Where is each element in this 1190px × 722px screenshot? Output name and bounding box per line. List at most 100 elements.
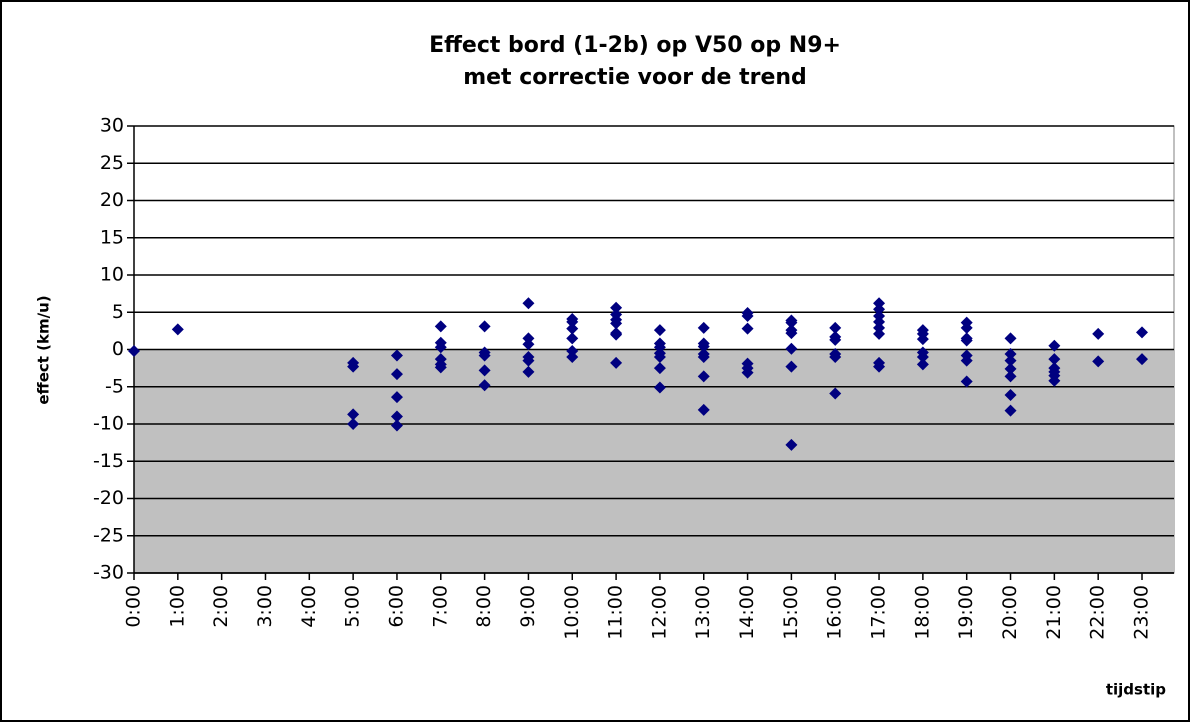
data-point: [610, 328, 623, 341]
data-point: [1004, 354, 1017, 367]
x-tick-label: 6:00: [385, 585, 407, 628]
data-point: [1136, 353, 1149, 366]
data-point: [1004, 332, 1017, 345]
x-tick-label: 8:00: [473, 585, 495, 628]
x-tick-label: 2:00: [210, 585, 232, 628]
y-tick-label: -30: [93, 562, 124, 584]
data-point: [478, 320, 491, 333]
data-point: [390, 419, 403, 432]
data-point: [785, 342, 798, 355]
data-point: [566, 315, 579, 328]
data-point: [1004, 362, 1017, 375]
data-point: [390, 410, 403, 423]
data-point: [522, 354, 535, 367]
data-point: [347, 360, 360, 373]
y-tick-label: 20: [100, 189, 124, 211]
data-point: [916, 350, 929, 363]
x-tick-label: 23:00: [1131, 585, 1153, 640]
data-point: [741, 309, 754, 322]
y-tick-label: 15: [100, 226, 124, 248]
data-point: [128, 344, 140, 357]
data-point: [1048, 339, 1061, 352]
data-point: [1004, 347, 1017, 360]
y-tick-label: 10: [100, 264, 124, 286]
data-point: [741, 322, 754, 335]
data-point: [697, 403, 710, 416]
data-point: [960, 375, 973, 388]
x-tick-label: 22:00: [1087, 585, 1109, 640]
data-point: [347, 418, 360, 430]
x-tick-label: 10:00: [561, 585, 583, 640]
data-point: [653, 362, 666, 375]
data-point: [741, 366, 754, 379]
data-point: [829, 350, 842, 363]
x-tick-label: 0:00: [123, 585, 145, 628]
data-point: [873, 303, 886, 316]
x-tick-label: 9:00: [517, 585, 539, 628]
x-tick-label: 16:00: [824, 585, 846, 640]
chart-title: Effect bord (1-2b) op V50 op N9+: [429, 33, 841, 58]
data-point: [1092, 355, 1105, 368]
data-point: [960, 321, 973, 334]
y-tick-label: -10: [93, 413, 124, 435]
data-point: [522, 365, 535, 378]
data-point: [478, 349, 491, 362]
y-tick-label: 25: [100, 152, 124, 174]
data-point: [566, 332, 579, 345]
x-tick-label: 3:00: [254, 585, 276, 628]
x-tick-label: 12:00: [648, 585, 670, 640]
data-point: [653, 381, 666, 394]
data-point: [434, 361, 447, 374]
y-tick-label: -5: [105, 375, 124, 397]
x-tick-label: 11:00: [605, 585, 627, 640]
y-tick-label: 0: [112, 338, 124, 360]
x-tick-label: 5:00: [342, 585, 364, 628]
data-point: [171, 323, 184, 336]
data-point: [916, 333, 929, 346]
data-point: [785, 438, 798, 451]
data-point: [390, 368, 403, 381]
x-tick-label: 14:00: [736, 585, 758, 640]
data-point: [434, 341, 447, 354]
data-point: [653, 324, 666, 337]
y-tick-label: -20: [93, 487, 124, 509]
data-point: [916, 358, 929, 371]
x-axis-label: tijdstip: [1106, 681, 1166, 699]
data-point: [697, 340, 710, 353]
data-point: [1004, 370, 1017, 383]
data-point: [653, 350, 666, 363]
data-point: [610, 317, 623, 330]
data-point: [1136, 326, 1149, 339]
x-tick-label: 17:00: [868, 585, 890, 640]
data-point: [390, 349, 403, 362]
x-tick-label: 20:00: [999, 585, 1021, 640]
x-tick-label: 19:00: [955, 585, 977, 640]
y-axis-label: effect (km/u): [35, 295, 53, 404]
data-point: [785, 327, 798, 340]
data-point: [873, 360, 886, 373]
data-point: [566, 322, 579, 335]
y-tick-label: -25: [93, 524, 124, 546]
data-point: [566, 350, 579, 363]
data-point: [478, 364, 491, 377]
y-tick-label: 30: [100, 115, 124, 137]
data-point: [522, 297, 535, 310]
data-point: [697, 350, 710, 363]
data-point: [522, 338, 535, 351]
x-tick-label: 13:00: [692, 585, 714, 640]
data-point: [1004, 388, 1017, 401]
x-tick-label: 4:00: [298, 585, 320, 628]
data-point: [347, 408, 360, 421]
y-tick-label: 5: [112, 301, 124, 323]
data-point: [1048, 374, 1061, 387]
x-tick-label: 21:00: [1043, 585, 1065, 640]
y-tick-label: -15: [93, 450, 124, 472]
data-point: [785, 316, 798, 329]
data-point: [1092, 327, 1105, 340]
data-point: [434, 320, 447, 333]
data-point: [829, 321, 842, 334]
x-tick-label: 18:00: [911, 585, 933, 640]
data-point: [478, 379, 491, 392]
data-point: [829, 333, 842, 346]
